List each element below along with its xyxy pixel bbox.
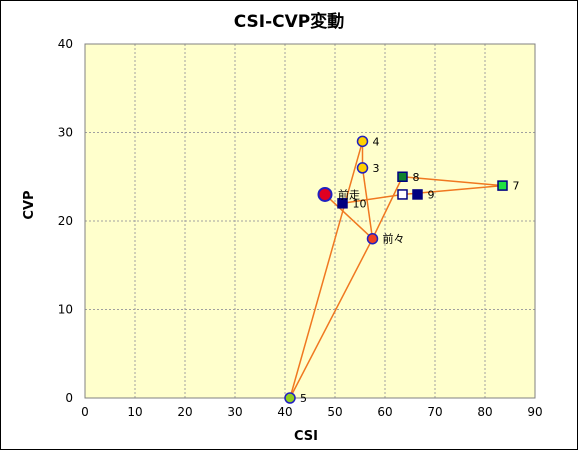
point-label: 10 — [353, 197, 367, 210]
trajectory-segment — [289, 238, 374, 399]
trajectory-segment — [371, 176, 404, 240]
point-label: 5 — [300, 392, 307, 405]
trajectory-segment — [289, 141, 364, 399]
trajectory-segment — [342, 193, 403, 205]
trajectory-segment — [361, 167, 374, 239]
point-label: 4 — [373, 135, 380, 148]
x-tick-label: 30 — [227, 405, 242, 419]
point-label: 前走 — [338, 187, 360, 201]
data-point-square — [337, 198, 348, 209]
trajectory-lines — [289, 141, 503, 399]
data-points — [284, 135, 508, 404]
data-point-circle — [284, 392, 296, 404]
plot-border — [84, 43, 536, 399]
data-point-circle — [366, 232, 379, 245]
data-point-square — [397, 189, 408, 200]
grid-lines — [85, 44, 535, 398]
x-axis-label: CSI — [294, 429, 318, 444]
point-label: 7 — [513, 180, 520, 193]
point-label: 前々 — [383, 232, 405, 246]
x-tick-label: 40 — [277, 405, 292, 419]
x-tick-label: 10 — [127, 405, 142, 419]
data-point-circle — [356, 162, 369, 174]
x-tick-label: 70 — [427, 405, 442, 419]
y-tick-label: 10 — [58, 303, 73, 317]
y-tick-labels: 0 10 20 30 40 — [58, 37, 73, 405]
point-label: 3 — [373, 162, 380, 175]
y-tick-label: 0 — [65, 391, 73, 405]
trajectory-segment — [402, 176, 503, 187]
y-tick-label: 40 — [58, 37, 73, 51]
x-tick-label: 60 — [377, 405, 392, 419]
point-label: 8 — [413, 171, 420, 184]
point-label: 9 — [428, 188, 435, 201]
data-point-square — [412, 189, 423, 200]
data-point-square — [497, 180, 508, 191]
chart-title: CSI-CVP変動 — [234, 11, 345, 32]
x-tick-label: 50 — [327, 405, 342, 419]
y-tick-label: 20 — [58, 214, 73, 228]
x-tick-label: 80 — [477, 405, 492, 419]
x-tick-label: 20 — [177, 405, 192, 419]
y-axis-label: CVP — [22, 190, 37, 219]
x-tick-label: 0 — [81, 405, 89, 419]
data-point-circle — [317, 186, 333, 202]
data-point-circle — [356, 135, 369, 148]
x-tick-label: 90 — [527, 405, 542, 419]
y-tick-label: 30 — [58, 126, 73, 140]
data-point-square — [397, 171, 408, 182]
trajectory-segment — [324, 193, 374, 240]
x-tick-labels: 0 10 20 30 40 50 60 70 80 90 — [81, 405, 542, 419]
